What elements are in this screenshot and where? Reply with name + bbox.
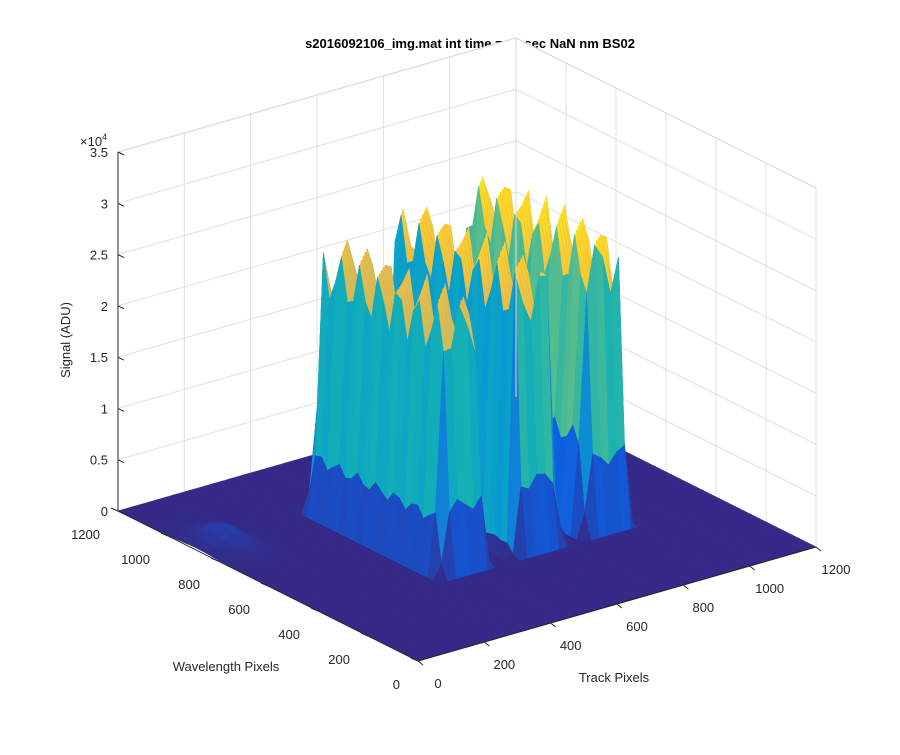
surface-plot: [117, 177, 817, 662]
x-tick-label: 1200: [822, 562, 851, 577]
z-tick-label: 0: [101, 504, 108, 519]
y-tick-label: 600: [228, 602, 250, 617]
x-tick: [683, 584, 689, 590]
y-tick-label: 1200: [71, 527, 100, 542]
x-tick-label: 400: [560, 638, 582, 653]
y-tick-label: 200: [328, 652, 350, 667]
x-axis-ticks: 0 200 400 600 800 1000 1200: [417, 546, 851, 691]
grid-line-z-back: [117, 140, 517, 256]
z-tick-label: 2: [101, 299, 108, 314]
z-tick: [117, 407, 125, 412]
z-tick-label: 1: [101, 401, 108, 416]
y-tick: [310, 607, 319, 612]
y-tick: [110, 507, 119, 512]
y-tick-label: 1000: [121, 552, 150, 567]
x-tick: [749, 565, 755, 571]
x-tick-label: 0: [434, 676, 441, 691]
box-edge: [117, 37, 517, 153]
y-tick: [210, 557, 219, 562]
grid-line-z-back: [117, 191, 517, 307]
z-tick: [117, 254, 125, 259]
grid-line-z-side: [515, 140, 817, 292]
y-axis-ticks: 0 200 400 600 800 1000 1200: [71, 507, 419, 692]
z-tick: [117, 459, 125, 464]
x-axis-label: Track Pixels: [579, 670, 650, 685]
z-tick-label: 2.5: [90, 248, 108, 263]
x-tick: [815, 546, 822, 552]
z-tick: [117, 202, 125, 207]
x-tick-label: 200: [493, 657, 515, 672]
box-edge: [515, 37, 817, 189]
z-axis-label: Signal (ADU): [58, 302, 73, 378]
y-tick: [160, 532, 169, 537]
z-tick: [117, 305, 125, 310]
y-tick-label: 400: [278, 627, 300, 642]
grid-line-z-back: [117, 88, 517, 204]
z-tick: [117, 356, 125, 361]
z-axis-ticks: 0 0.5 1 1.5 2 2.5 3 3.5: [90, 145, 125, 519]
z-tick-label: 0.5: [90, 453, 108, 468]
x-tick-label: 600: [626, 619, 648, 634]
x-tick-label: 1000: [755, 581, 784, 596]
x-tick: [484, 641, 490, 647]
z-tick-label: 3: [101, 196, 108, 211]
x-tick: [417, 660, 424, 666]
y-tick-label: 800: [178, 577, 200, 592]
z-exponent-label: ×104: [80, 132, 107, 149]
chart-title: s2016092106_img.mat int time = 40 sec Na…: [305, 36, 635, 51]
z-exponent-base: ×10: [80, 134, 102, 149]
z-tick: [117, 151, 125, 156]
x-tick-label: 800: [692, 600, 714, 615]
z-exponent-power: 4: [102, 132, 107, 142]
y-tick: [410, 657, 419, 662]
z-tick-label: 3.5: [90, 145, 108, 160]
z-tick: [117, 510, 125, 515]
y-tick: [260, 582, 269, 587]
y-tick-label: 0: [393, 677, 400, 692]
y-axis-label: Wavelength Pixels: [173, 659, 280, 674]
grid-line-z-side: [515, 88, 817, 240]
x-tick: [616, 603, 623, 609]
x-tick: [550, 622, 556, 628]
y-tick: [360, 632, 369, 637]
z-tick-label: 1.5: [90, 350, 108, 365]
